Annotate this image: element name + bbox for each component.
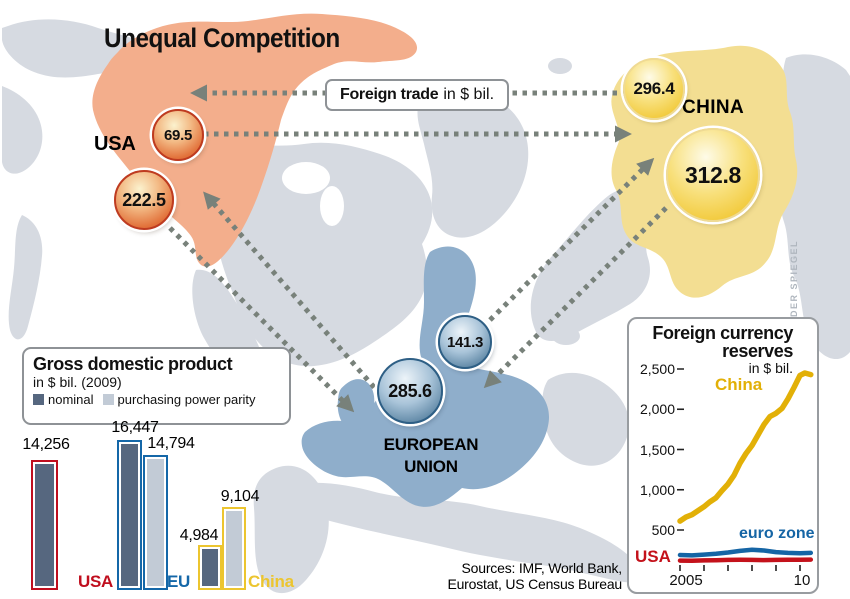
gdp-bar-eu-ppp [143,455,168,590]
reserves-line-usa [677,557,814,564]
arrow-eu-to-usa [203,191,396,412]
arrow-china-to-eu [483,206,668,389]
reserves-ytick: 2,000 [639,401,675,418]
reserves-ytick: 2,500 [639,361,675,377]
gdp-value-usa-nominal: 14,256 [22,436,70,453]
island-arctic-2 [548,58,572,74]
reserves-ytick: 1,500 [639,441,675,458]
map-label-eu-line1: EUROPEAN [383,435,479,454]
page-title: Unequal Competition [104,23,340,54]
region-eu-mainland [301,362,550,507]
gdp-value-china-nominal: 4,984 [179,527,219,544]
gdp-value-china-ppp: 9,104 [220,488,260,505]
trade-bubble-china-to-usa: 296.4 [623,58,685,120]
gdp-bar-eu-nominal [117,440,142,590]
landmass-central-asia [530,189,650,342]
gdp-value-eu-nominal: 16,447 [111,419,159,436]
gdp-category-eu: EU [167,572,191,591]
trade-bubble-usa-to-eu: 222.5 [114,170,174,230]
reserves-title-line1: Foreign currency [652,323,793,343]
legend-label-nominal: nominal [48,392,94,407]
hudson-bay [282,162,330,194]
foreign-trade-legend-box: Foreign trade in $ bil. [325,79,509,111]
legend-label-ppp: purchasing power parity [117,392,256,407]
reserves-subtitle: in $ bil. [748,360,793,376]
arrow-eu-to-china [488,157,655,322]
gdp-legend-box: Gross domestic product in $ bil. (2009) … [22,347,291,425]
reserves-panel: Foreign currency reserves in $ bil. 2,50… [627,317,819,594]
foreign-trade-unit: in $ bil. [443,86,495,103]
reserves-line-chart [677,368,814,571]
legend-swatch-nominal [33,394,44,405]
reserves-xtick-10: 10 [793,572,811,589]
sources-line1: Sources: IMF, World Bank, [461,560,623,576]
landmass-left-strip [8,215,43,340]
map-label-european-union: EUROPEAN UNION [376,434,486,478]
reserves-ytick: 1,000 [639,481,675,498]
reserves-xtick-2005: 2005 [669,572,703,589]
gdp-bar-china-nominal [198,545,222,590]
trade-bubble-eu-to-usa: 285.6 [377,358,443,424]
gdp-subtitle: in $ bil. (2009) [33,374,122,390]
region-eu-uk [337,379,375,431]
gdp-bar-usa-nominal [31,460,58,590]
map-label-usa: USA [94,133,136,155]
reserves-series-label-usa: USA [635,547,671,566]
sources-line2: Eurostat, US Census Bureau [447,575,622,592]
map-label-china: CHINA [682,97,745,118]
trade-bubble-eu-to-china: 141.3 [438,315,492,369]
gdp-legend: nominal purchasing power parity [33,391,281,408]
landmass-canada-greenland [213,142,433,367]
sources-note: Sources: IMF, World Bank, Eurostat, US C… [400,560,623,592]
hudson-bay-2 [320,186,344,226]
trade-bubble-china-to-eu: 312.8 [666,128,760,222]
landmass-left-edge [2,86,43,174]
trade-value: 312.8 [684,161,742,188]
landmass-near-east [542,372,630,466]
reserves-series-label-china: China [715,375,763,394]
trade-value: 69.5 [164,126,192,144]
gdp-category-usa: USA [78,572,113,591]
reserves-title-line2: reserves [722,341,793,361]
region-eu-scandinavia [419,246,476,369]
island-iceland [552,327,580,345]
gdp-category-china: China [248,572,294,591]
gdp-title: Gross domestic product [33,354,233,374]
reserves-line-china [677,370,814,524]
landmass-north-africa [279,482,641,583]
legend-swatch-ppp [102,394,114,405]
trade-value: 285.6 [388,380,432,401]
gdp-value-eu-ppp: 14,794 [147,435,195,452]
gdp-bar-chart: 14,256 16,447 14,794 4,984 9,104 USA EU … [20,419,312,591]
landmass-greenland [417,89,529,238]
reserves-series-label-eurozone: euro zone [739,525,815,542]
trade-bubble-usa-to-china: 69.5 [152,109,204,161]
foreign-trade-label: Foreign trade [339,86,439,103]
arrow-usa-to-eu [168,226,355,413]
trade-value: 296.4 [633,79,675,98]
landmass-south-america [253,465,329,594]
map-label-eu-line2: UNION [404,457,458,476]
reserves-line-euro-zone [677,547,814,558]
publisher-watermark: DER SPIEGEL [789,239,799,317]
reserves-ytick: 500 [651,522,675,538]
trade-value: 141.3 [446,333,484,351]
gdp-bar-china-ppp [222,507,246,590]
trade-value: 222.5 [122,189,166,210]
